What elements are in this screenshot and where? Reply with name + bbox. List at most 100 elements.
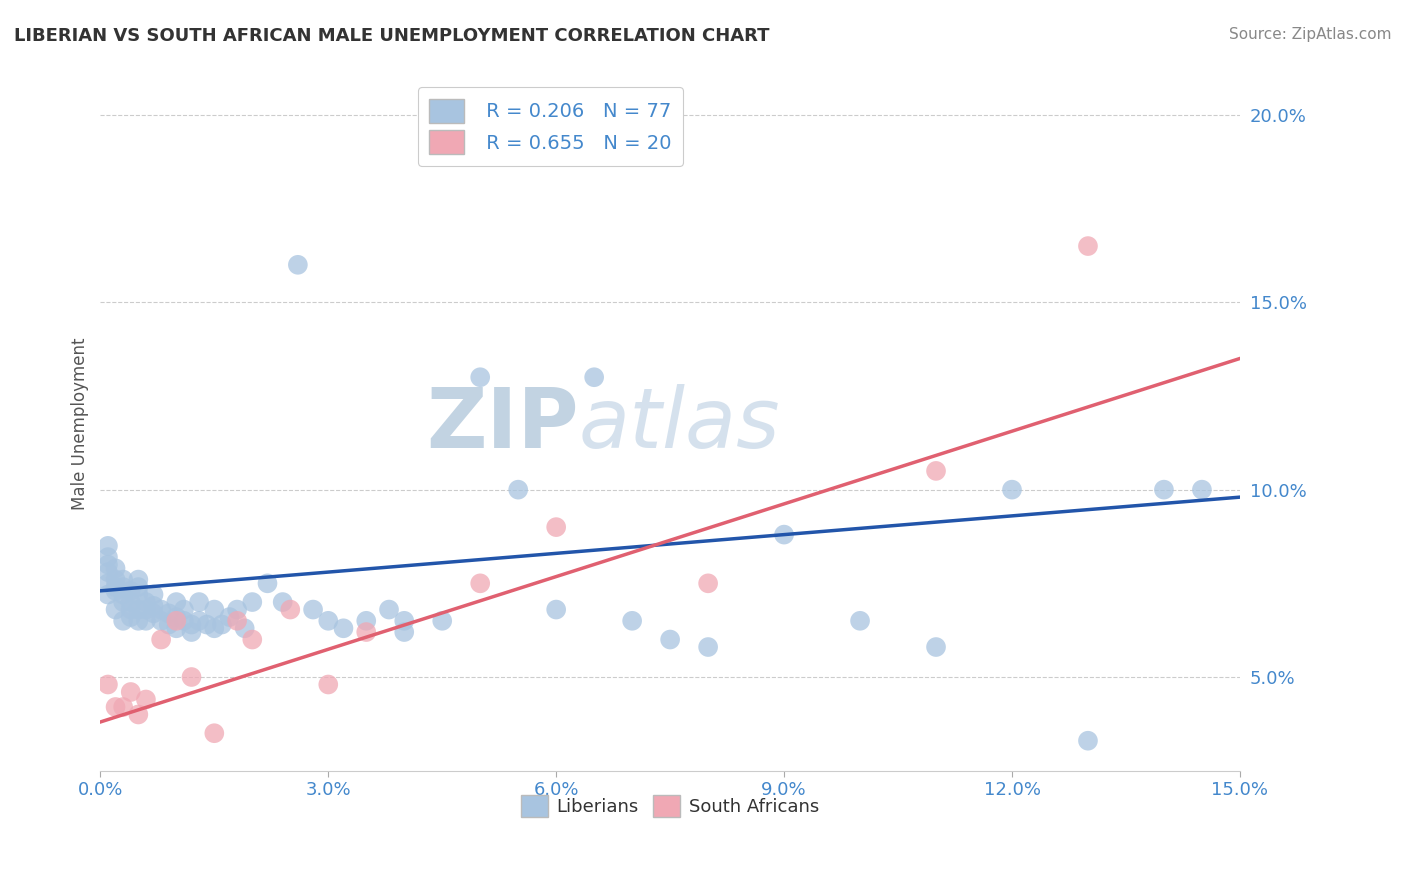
Point (112, 580, 135, 594)
Text: LIBERIAN VS SOUTH AFRICAN MALE UNEMPLOYMENT CORRELATION CHART: LIBERIAN VS SOUTH AFRICAN MALE UNEMPLOYM… (14, 27, 769, 45)
Point (104, 700, 127, 714)
Point (233, 621, 256, 635)
Point (188, 595, 211, 609)
Point (394, 614, 416, 628)
Point (135, 595, 157, 609)
Point (120, 685, 142, 699)
Point (925, 464, 948, 478)
Point (142, 588, 165, 602)
Point (104, 583, 127, 598)
Point (1077, 239, 1099, 253)
Point (173, 614, 195, 628)
Point (226, 614, 249, 628)
Point (546, 602, 568, 616)
Point (97, 558, 120, 572)
Point (112, 700, 135, 714)
Point (240, 632, 263, 647)
Point (120, 610, 142, 624)
Point (150, 602, 173, 616)
Point (1191, 483, 1213, 497)
Point (287, 258, 309, 272)
Point (157, 607, 180, 621)
Text: Source: ZipAtlas.com: Source: ZipAtlas.com (1229, 27, 1392, 42)
Point (165, 614, 187, 628)
Point (849, 614, 872, 628)
Text: atlas: atlas (579, 384, 780, 465)
Point (180, 617, 202, 632)
Point (583, 370, 606, 384)
Point (1001, 483, 1024, 497)
Point (127, 573, 149, 587)
Point (180, 625, 202, 640)
Point (112, 595, 135, 609)
Point (127, 588, 149, 602)
Point (127, 707, 149, 722)
Point (150, 614, 173, 628)
Point (120, 583, 142, 598)
Point (112, 588, 135, 602)
Point (621, 614, 644, 628)
Point (316, 677, 339, 691)
Y-axis label: Male Unemployment: Male Unemployment (72, 338, 89, 510)
Point (104, 580, 127, 594)
Point (97, 588, 120, 602)
Point (508, 483, 530, 497)
Point (112, 573, 135, 587)
Point (135, 602, 157, 616)
Point (332, 621, 354, 635)
Point (104, 602, 127, 616)
Point (202, 621, 225, 635)
Point (240, 595, 263, 609)
Point (165, 610, 187, 624)
Point (165, 621, 187, 635)
Point (659, 632, 682, 647)
Point (316, 614, 339, 628)
Point (394, 625, 416, 640)
Point (697, 576, 720, 591)
Point (188, 614, 211, 628)
Point (256, 576, 278, 591)
Point (142, 607, 165, 621)
Point (104, 561, 127, 575)
Point (104, 573, 127, 587)
Point (378, 602, 401, 616)
Point (127, 614, 149, 628)
Point (354, 614, 377, 628)
Point (211, 617, 233, 632)
Point (354, 625, 377, 640)
Point (271, 595, 294, 609)
Point (546, 520, 568, 534)
Legend: Liberians, South Africans: Liberians, South Africans (513, 788, 827, 824)
Point (157, 617, 180, 632)
Point (97, 677, 120, 691)
Point (97, 539, 120, 553)
Point (120, 595, 142, 609)
Point (218, 610, 240, 624)
Point (112, 614, 135, 628)
Point (432, 614, 454, 628)
Point (697, 640, 720, 654)
Text: ZIP: ZIP (426, 384, 579, 465)
Point (202, 726, 225, 740)
Point (135, 692, 157, 706)
Point (202, 602, 225, 616)
Point (180, 670, 202, 684)
Point (470, 576, 492, 591)
Point (97, 550, 120, 565)
Point (773, 527, 796, 541)
Point (127, 602, 149, 616)
Point (226, 602, 249, 616)
Point (142, 599, 165, 613)
Point (150, 632, 173, 647)
Point (302, 602, 325, 616)
Point (165, 595, 187, 609)
Point (1077, 733, 1099, 747)
Point (135, 614, 157, 628)
Point (195, 617, 218, 632)
Point (127, 580, 149, 594)
Point (470, 370, 492, 384)
Point (97, 565, 120, 579)
Point (278, 602, 301, 616)
Point (1153, 483, 1175, 497)
Point (120, 602, 142, 616)
